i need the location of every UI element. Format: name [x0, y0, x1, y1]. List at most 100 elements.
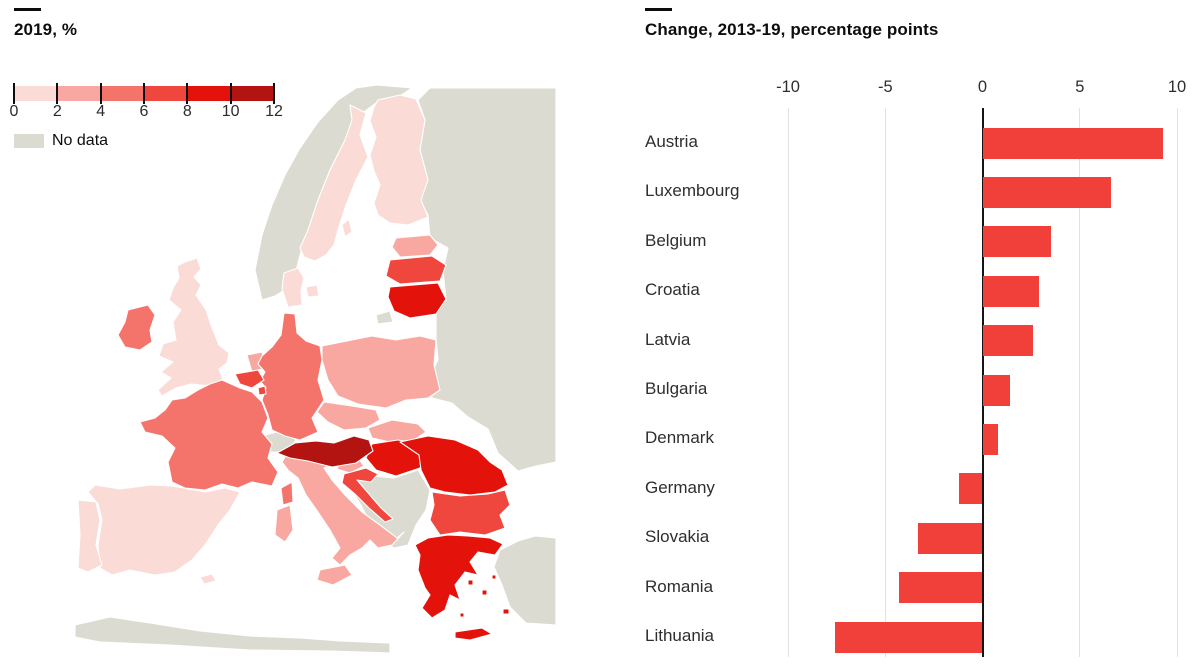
- island-rhodes: [502, 608, 510, 615]
- color-scale: [13, 83, 275, 104]
- x-axis-label--10: -10: [776, 78, 800, 96]
- scale-label-5: 10: [221, 103, 240, 120]
- bar-chart-category-labels: Austria Luxembourg Belgium Croatia Latvia Bul…: [645, 108, 787, 657]
- country-finland: [369, 94, 429, 226]
- bar-label-croatia: Croatia: [645, 280, 700, 300]
- island-aegean-1: [467, 579, 474, 586]
- island-zealand: [305, 284, 320, 298]
- country-luxembourg: [257, 385, 267, 396]
- scale-label-4: 8: [182, 103, 192, 120]
- bar-label-germany: Germany: [645, 477, 715, 497]
- bar-chart-title: Change, 2013-19, percentage points: [645, 20, 939, 39]
- bar-luxembourg: [982, 176, 1111, 208]
- scale-swatch-4: [187, 86, 231, 101]
- gridline-10: [1176, 108, 1178, 657]
- scale-label-0: 0: [9, 103, 19, 120]
- bar-label-romania: Romania: [645, 576, 714, 596]
- right-title-tick: [645, 8, 672, 11]
- country-kaliningrad: [375, 310, 394, 325]
- country-france: [139, 379, 279, 491]
- scale-swatch-0: [14, 86, 58, 101]
- scale-swatch-1: [57, 86, 101, 101]
- country-latvia: [385, 255, 447, 285]
- country-bulgaria: [429, 489, 511, 536]
- country-portugal: [77, 499, 103, 573]
- country-ireland: [117, 304, 156, 351]
- scale-tick-5: [229, 83, 232, 104]
- country-denmark: [281, 267, 305, 308]
- country-western-balkans: [346, 469, 431, 549]
- no-data-legend-row: No data: [14, 132, 274, 150]
- island-crete: [454, 627, 493, 641]
- bar-belgium: [982, 226, 1051, 258]
- country-romania: [399, 435, 509, 496]
- region-north-africa: [74, 616, 391, 654]
- island-aegean-3: [491, 574, 497, 580]
- gridline--10: [787, 108, 789, 657]
- no-data-swatch: [14, 134, 44, 148]
- island-gotland: [341, 218, 353, 238]
- scale-label-3: 6: [139, 103, 149, 120]
- country-united-kingdom: [157, 257, 230, 397]
- map-title: 2019, %: [14, 20, 78, 39]
- scale-tick-4: [186, 83, 189, 104]
- country-lithuania: [387, 282, 447, 319]
- country-sweden: [299, 104, 369, 262]
- country-spain: [87, 484, 241, 576]
- scale-tick-2: [99, 83, 102, 104]
- bar-germany: [959, 473, 983, 505]
- country-belgium: [234, 369, 265, 389]
- scale-label-6: 12: [265, 103, 283, 120]
- island-mallorca: [199, 573, 217, 585]
- country-croatia: [341, 467, 394, 523]
- scale-tick-6: [273, 83, 275, 104]
- scale-swatch-5: [230, 86, 274, 101]
- bar-chart-plot-area: -10 -5 0 5 10: [776, 78, 1186, 657]
- scale-swatch-3: [143, 86, 188, 101]
- country-turkey: [493, 535, 557, 626]
- island-corsica: [280, 481, 294, 506]
- scale-swatch-2: [100, 86, 144, 101]
- island-aegean-2: [481, 589, 488, 596]
- country-estonia: [391, 234, 439, 258]
- no-data-label: No data: [52, 132, 109, 149]
- country-slovakia: [367, 419, 427, 443]
- scale-tick-1: [56, 83, 59, 104]
- bar-label-luxembourg: Luxembourg: [645, 181, 740, 201]
- left-title-tick: [14, 8, 41, 11]
- island-sicily: [316, 564, 353, 586]
- x-axis-label--5: -5: [877, 78, 893, 96]
- x-axis-label-10: 10: [1167, 78, 1187, 96]
- x-axis-label-5: 5: [1075, 78, 1085, 96]
- scale-tick-0: [13, 83, 15, 104]
- bar-austria: [982, 127, 1164, 159]
- map-legend: 0 2 4 6 8 10 12 No data: [10, 83, 283, 150]
- bar-romania: [898, 572, 983, 604]
- gridline-5: [1079, 108, 1081, 657]
- scale-label-1: 2: [52, 103, 62, 120]
- bar-bulgaria: [982, 374, 1010, 406]
- bar-denmark: [982, 423, 999, 455]
- country-austria: [276, 435, 374, 468]
- bar-label-latvia: Latvia: [645, 329, 691, 349]
- country-germany: [257, 312, 325, 441]
- country-greece: [414, 534, 504, 619]
- country-poland: [321, 335, 441, 409]
- bar-slovakia: [918, 522, 983, 554]
- bar-lithuania: [834, 621, 983, 653]
- bar-label-lithuania: Lithuania: [645, 626, 715, 645]
- bar-label-slovakia: Slovakia: [645, 527, 710, 547]
- scale-tick-3: [143, 83, 145, 104]
- bar-label-bulgaria: Bulgaria: [645, 379, 708, 398]
- europe-choropleth-map: [74, 85, 557, 654]
- color-scale-labels: 0 2 4 6 8 10 12: [10, 103, 283, 123]
- bar-latvia: [982, 325, 1034, 357]
- country-czechia: [316, 401, 381, 431]
- x-axis-label-0: 0: [977, 78, 988, 96]
- island-sardinia: [274, 504, 294, 543]
- bar-label-austria: Austria: [645, 132, 698, 151]
- bar-label-belgium: Belgium: [645, 230, 707, 250]
- gridline--5: [884, 108, 886, 657]
- bar-croatia: [982, 275, 1039, 307]
- island-aegean-4: [459, 612, 465, 618]
